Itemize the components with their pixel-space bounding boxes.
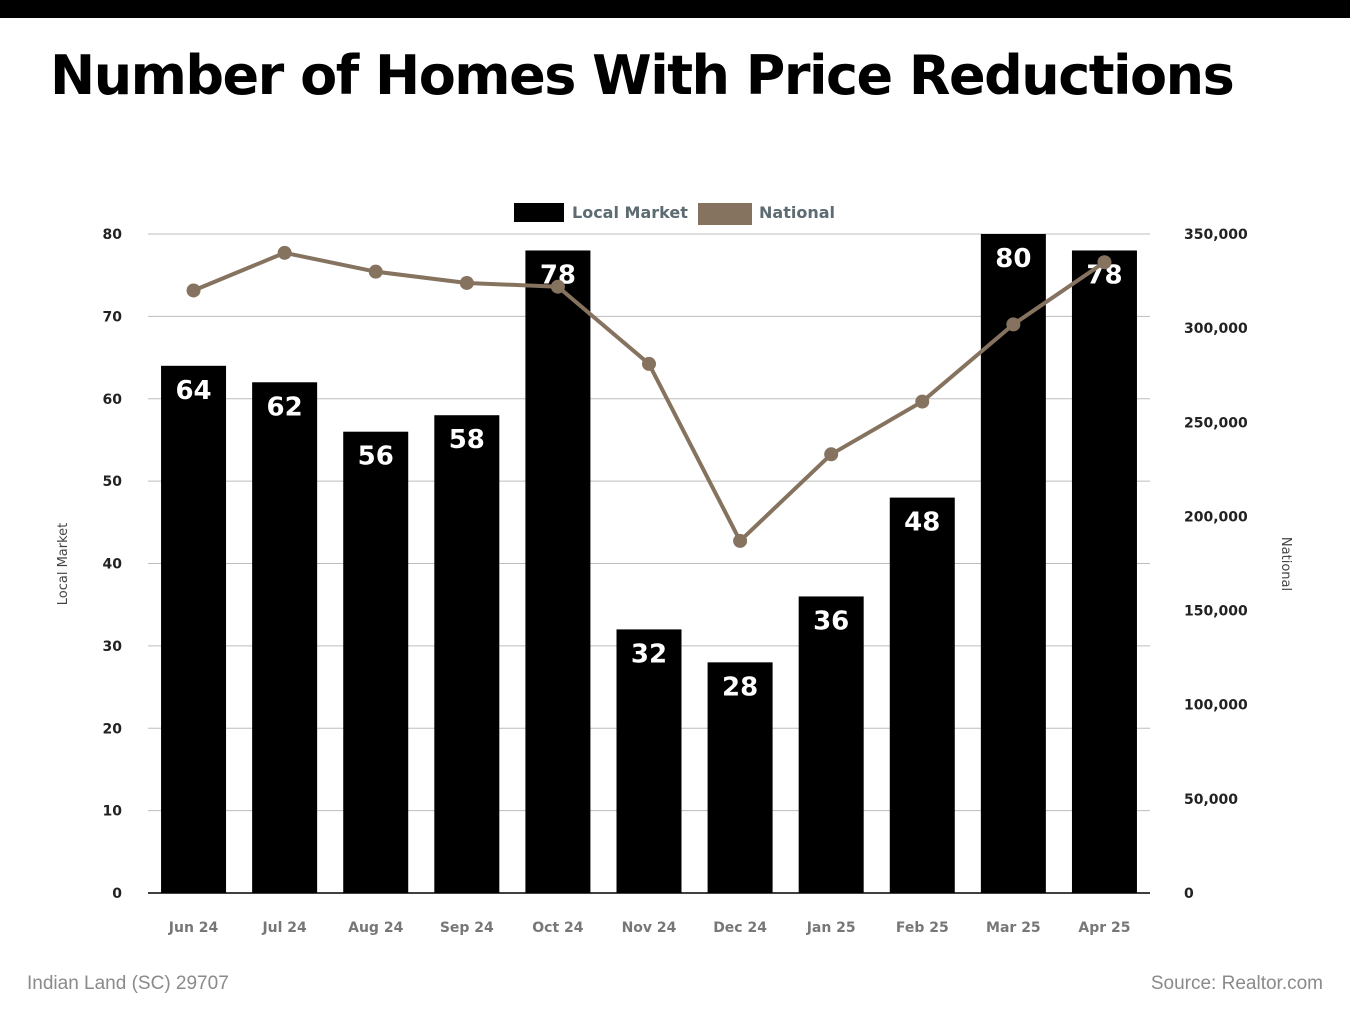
legend-swatch-local-market xyxy=(514,203,564,222)
y-tick-label: 60 xyxy=(103,392,123,408)
location-label: Indian Land (SC) 29707 xyxy=(27,973,229,994)
bar-local-market xyxy=(525,250,591,894)
bar-local-market xyxy=(798,596,864,893)
x-tick-label: Feb 25 xyxy=(896,920,949,936)
top-bar xyxy=(0,0,1350,18)
x-tick-label: Jun 24 xyxy=(168,920,219,936)
y-tick-label: 20 xyxy=(103,721,123,737)
y-tick-label: 0 xyxy=(112,886,122,902)
y2-tick-label: 300,000 xyxy=(1184,321,1248,337)
y2-tick-label: 100,000 xyxy=(1184,698,1248,714)
national-point xyxy=(550,279,565,294)
y-tick-label: 80 xyxy=(103,227,123,243)
y2-tick-label: 200,000 xyxy=(1184,509,1248,525)
national-point xyxy=(1006,317,1021,332)
national-point xyxy=(277,245,292,260)
y2-tick-label: 250,000 xyxy=(1184,415,1248,431)
national-line xyxy=(192,250,1106,543)
national-point xyxy=(1097,255,1112,270)
bar-data-label: 32 xyxy=(631,639,667,669)
y2-axis-title: National xyxy=(1278,537,1293,591)
x-tick-label: Apr 25 xyxy=(1078,920,1130,936)
bar-local-market xyxy=(707,662,773,893)
bar-data-label: 64 xyxy=(175,376,211,406)
x-tick-label: Oct 24 xyxy=(532,920,584,936)
national-point xyxy=(915,394,930,409)
x-tick-label: Aug 24 xyxy=(348,920,403,936)
bar-data-label: 62 xyxy=(267,392,303,422)
x-tick-label: Dec 24 xyxy=(713,920,767,936)
source-label: Source: Realtor.com xyxy=(1150,973,1323,994)
x-tick-label: Nov 24 xyxy=(622,920,677,936)
bar-data-label: 28 xyxy=(722,672,758,702)
national-point xyxy=(368,264,383,279)
bar-data-label: 48 xyxy=(904,508,940,538)
national-point xyxy=(824,447,839,462)
national-point xyxy=(186,283,201,298)
y-axis-title: Local Market xyxy=(56,523,71,606)
national-point xyxy=(459,275,474,290)
bar-local-market xyxy=(343,431,409,893)
bar-local-market xyxy=(1071,250,1137,894)
bar-local-market xyxy=(434,415,500,893)
legend-swatch-national xyxy=(698,203,752,225)
bar-local-market xyxy=(980,234,1046,893)
x-tick-label: Jan 25 xyxy=(806,920,856,936)
y-tick-label: 70 xyxy=(103,309,123,325)
y2-tick-label: 50,000 xyxy=(1184,792,1238,808)
national-point xyxy=(642,356,656,371)
bar-data-label: 36 xyxy=(813,606,849,636)
bar-data-label: 80 xyxy=(995,244,1031,274)
y-tick-label: 50 xyxy=(103,474,123,490)
chart-title: Number of Homes With Price Reductions xyxy=(50,44,1235,107)
x-tick-label: Sep 24 xyxy=(440,920,494,936)
y-tick-label: 30 xyxy=(103,639,123,655)
y2-tick-label: 0 xyxy=(1184,886,1194,902)
bar-local-market xyxy=(616,629,682,893)
y-tick-label: 40 xyxy=(103,557,123,573)
bar-data-label: 56 xyxy=(358,442,394,472)
x-tick-label: Jul 24 xyxy=(261,920,307,936)
y2-tick-label: 150,000 xyxy=(1184,604,1248,620)
x-tick-label: Mar 25 xyxy=(986,920,1041,936)
y-tick-label: 10 xyxy=(103,804,123,820)
bar-data-label: 58 xyxy=(449,425,485,455)
bar-local-market xyxy=(252,382,318,893)
national-point xyxy=(733,533,748,548)
y2-tick-label: 350,000 xyxy=(1184,227,1248,243)
bar-local-market xyxy=(889,497,955,893)
legend-label-national: National xyxy=(759,203,835,222)
bar-local-market xyxy=(161,365,227,893)
legend-label-local-market: Local Market xyxy=(572,203,688,222)
